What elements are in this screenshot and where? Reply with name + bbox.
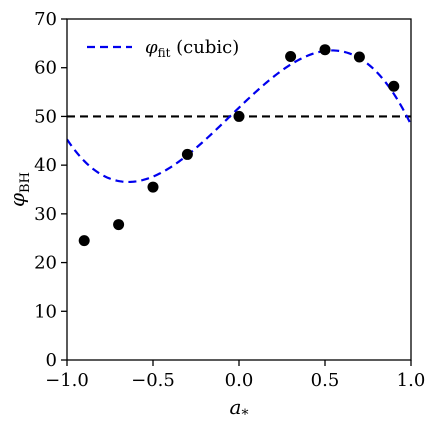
y-tick-label: 70 (34, 9, 57, 30)
y-tick-label: 60 (34, 58, 57, 79)
data-point (181, 148, 193, 160)
plot-frame (66, 18, 412, 361)
y-tick-label: 50 (34, 106, 57, 127)
data-point (285, 51, 297, 63)
data-point (78, 235, 90, 247)
x-tick-label: −1.0 (45, 370, 89, 391)
data-point (233, 110, 245, 122)
data-point (353, 51, 365, 63)
fit-curve (67, 49, 411, 184)
y-axis-label: φBH (5, 172, 33, 207)
y-tick-label: 10 (34, 301, 57, 322)
data-point (319, 44, 331, 56)
x-tick-label: 1.0 (397, 370, 426, 391)
x-tick-label: 0.5 (311, 370, 340, 391)
data-point (388, 80, 400, 92)
y-tick-label: 0 (46, 350, 57, 371)
y-tick-label: 20 (34, 253, 57, 274)
x-axis-label: a* (230, 395, 249, 423)
y-tick-label: 30 (34, 204, 57, 225)
legend-label: φfit (cubic) (145, 37, 239, 60)
y-tick-label: 40 (34, 155, 57, 176)
data-point (147, 181, 159, 193)
x-tick-label: 0.0 (225, 370, 254, 391)
data-point (113, 219, 125, 231)
x-tick-label: −0.5 (131, 370, 175, 391)
